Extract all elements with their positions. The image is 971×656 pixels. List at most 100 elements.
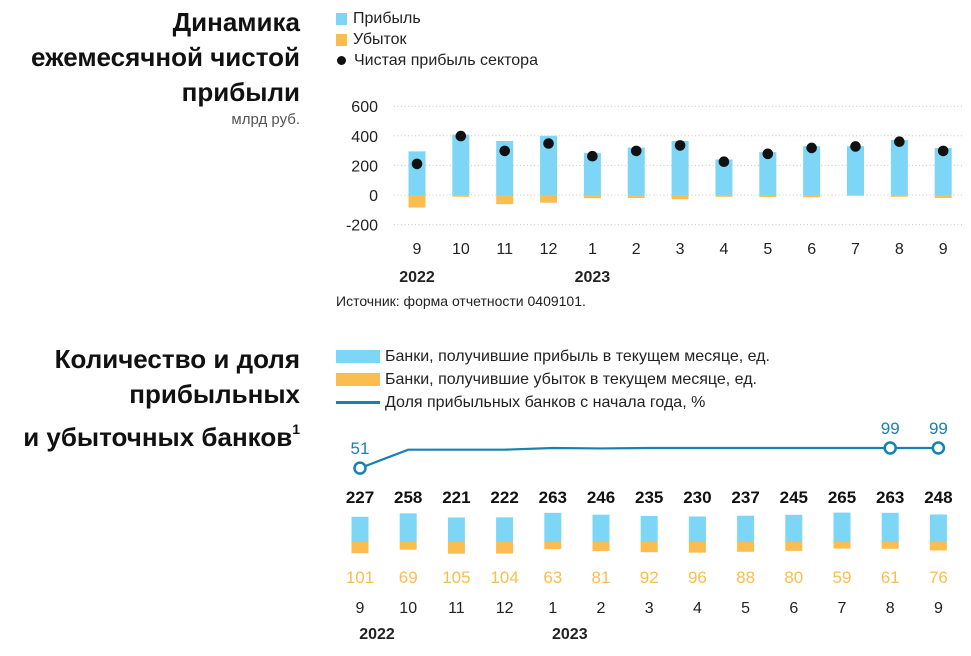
- chart1-profit-bar: [540, 135, 558, 195]
- chart2-loss-value-label: 63: [543, 568, 562, 587]
- chart1-net-point: [455, 130, 467, 142]
- chart2-xtick-label: 8: [886, 600, 895, 617]
- chart2-loss-bar: [496, 542, 514, 554]
- chart2-loss-bar: [640, 542, 658, 553]
- chart1-loss-bar: [452, 195, 470, 197]
- chart1-loss-bar: [715, 195, 733, 197]
- chart1-loss-bar: [890, 195, 908, 197]
- chart1-net-point: [937, 145, 949, 157]
- chart1-legend: Прибыль Убыток Чистая прибыль сектора: [336, 8, 538, 71]
- chart2-share-marker: [931, 441, 946, 455]
- chart2-profit-value-label: 222: [490, 488, 518, 507]
- chart1-year-label: 2022: [399, 269, 435, 286]
- chart1-unit: млрд руб.: [231, 111, 300, 128]
- profit-swatch: [336, 12, 347, 25]
- chart1-profit-bar: [715, 159, 733, 195]
- chart1-xtick-label: 11: [496, 241, 513, 258]
- chart1-loss-bar: [627, 195, 645, 198]
- chart2-share-line: [359, 446, 939, 470]
- chart1-profit-bar: [452, 134, 470, 195]
- chart2-loss-bar: [881, 542, 899, 549]
- legend-item-profit-banks: Банки, получившие прибыль в текущем меся…: [336, 345, 770, 368]
- chart1-xtick-label: 6: [807, 241, 816, 258]
- chart1-xtick-label: 3: [676, 241, 685, 258]
- chart1-profit-bar: [583, 152, 601, 195]
- chart2-xtick-label: 9: [356, 600, 365, 617]
- chart1-xtick-label: 7: [851, 241, 860, 258]
- chart2-legend: Банки, получившие прибыль в текущем меся…: [336, 345, 770, 414]
- chart2-xtick-label: 10: [399, 600, 417, 617]
- chart2-xtick-label: 11: [448, 600, 465, 617]
- chart2-profit-bar: [929, 514, 947, 542]
- chart2-year-label: 2022: [359, 626, 395, 643]
- chart1-title-line-1: Динамика: [172, 7, 300, 37]
- chart2-profit-value-label: 263: [539, 488, 567, 507]
- loss-swatch: [336, 33, 347, 46]
- legend-label-net: Чистая прибыль сектора: [354, 51, 538, 69]
- chart1-loss-bar: [759, 195, 777, 198]
- chart1-profit-bar: [890, 139, 908, 195]
- chart2-xtick-label: 1: [548, 600, 557, 617]
- net-dot-icon: [337, 56, 346, 65]
- chart2-profit-value-label: 258: [394, 488, 422, 507]
- chart2-loss-value-label: 76: [929, 568, 948, 587]
- chart2-loss-value-label: 80: [784, 568, 803, 587]
- chart2-xtick-label: 4: [693, 600, 702, 617]
- chart1-net-point: [894, 136, 905, 148]
- chart2-profit-bar: [496, 517, 514, 542]
- chart2-xtick-label: 9: [934, 600, 943, 617]
- legend-label-profit: Прибыль: [353, 9, 421, 27]
- chart2-share-label: 99: [881, 419, 900, 438]
- chart1-source: Источник: форма отчетности 0409101.: [336, 293, 586, 309]
- chart2-xtick-label: 6: [789, 600, 798, 617]
- chart2-profit-bar: [351, 516, 369, 542]
- chart2-loss-bar: [833, 542, 851, 549]
- chart1-xtick-label: 12: [540, 241, 558, 258]
- chart1-year-label: 2023: [575, 269, 611, 286]
- chart2-profit-bar: [592, 514, 610, 542]
- chart2-xtick-label: 7: [838, 600, 847, 617]
- legend-label-loss: Убыток: [353, 30, 407, 48]
- chart2-year-label: 2023: [552, 626, 588, 643]
- chart2-profit-value-label: 246: [587, 488, 615, 507]
- chart2-profit-bar: [737, 515, 755, 542]
- chart2-loss-bar: [929, 542, 947, 551]
- chart2-loss-bar: [544, 542, 562, 549]
- chart1-ytick-label: 400: [351, 129, 378, 146]
- chart2-loss-bar: [351, 542, 369, 554]
- chart2-profit-bar: [544, 512, 562, 542]
- chart1-xtick-label: 1: [588, 241, 597, 258]
- chart2-share-label: 51: [351, 439, 370, 458]
- chart1-xtick-label: 8: [895, 241, 904, 258]
- chart1-ytick-label: -200: [346, 218, 378, 235]
- chart1-ytick-label: 600: [351, 99, 378, 116]
- chart2-profit-value-label: 227: [346, 488, 374, 507]
- chart2-profit-value-label: 237: [731, 488, 759, 507]
- legend-item-loss: Убыток: [336, 29, 538, 50]
- chart2-profit-bar: [399, 513, 417, 542]
- chart1-loss-bar: [408, 195, 426, 208]
- chart1-loss-bar: [671, 195, 689, 200]
- chart1-xtick-label: 4: [719, 241, 728, 258]
- chart1-profit-bar: [408, 151, 426, 195]
- chart1-xtick-label: 5: [763, 241, 772, 258]
- chart2-profit-bar: [447, 517, 465, 542]
- chart1-loss-bar: [583, 195, 601, 199]
- chart1-profit-bar: [847, 146, 864, 195]
- chart2-profit-bar: [833, 512, 851, 542]
- chart2-profit-value-label: 248: [924, 488, 952, 507]
- chart1-xtick-label: 2: [632, 241, 641, 258]
- chart2-xtick-label: 3: [645, 600, 654, 617]
- chart1-profit-bar: [759, 152, 777, 195]
- chart2-loss-value-label: 104: [490, 568, 518, 587]
- legend-label-share: Доля прибыльных банков с начала года, %: [385, 393, 706, 411]
- chart2-profit-value-label: 263: [876, 488, 904, 507]
- chart2-xtick-label: 12: [496, 600, 514, 617]
- chart1-loss-bar: [847, 195, 864, 196]
- chart2-share-label: 99: [929, 419, 948, 438]
- legend-item-profit: Прибыль: [336, 8, 538, 29]
- chart2-profit-value-label: 265: [828, 488, 856, 507]
- chart1-profit-bar: [934, 147, 952, 195]
- chart2-profit-bar: [688, 516, 706, 542]
